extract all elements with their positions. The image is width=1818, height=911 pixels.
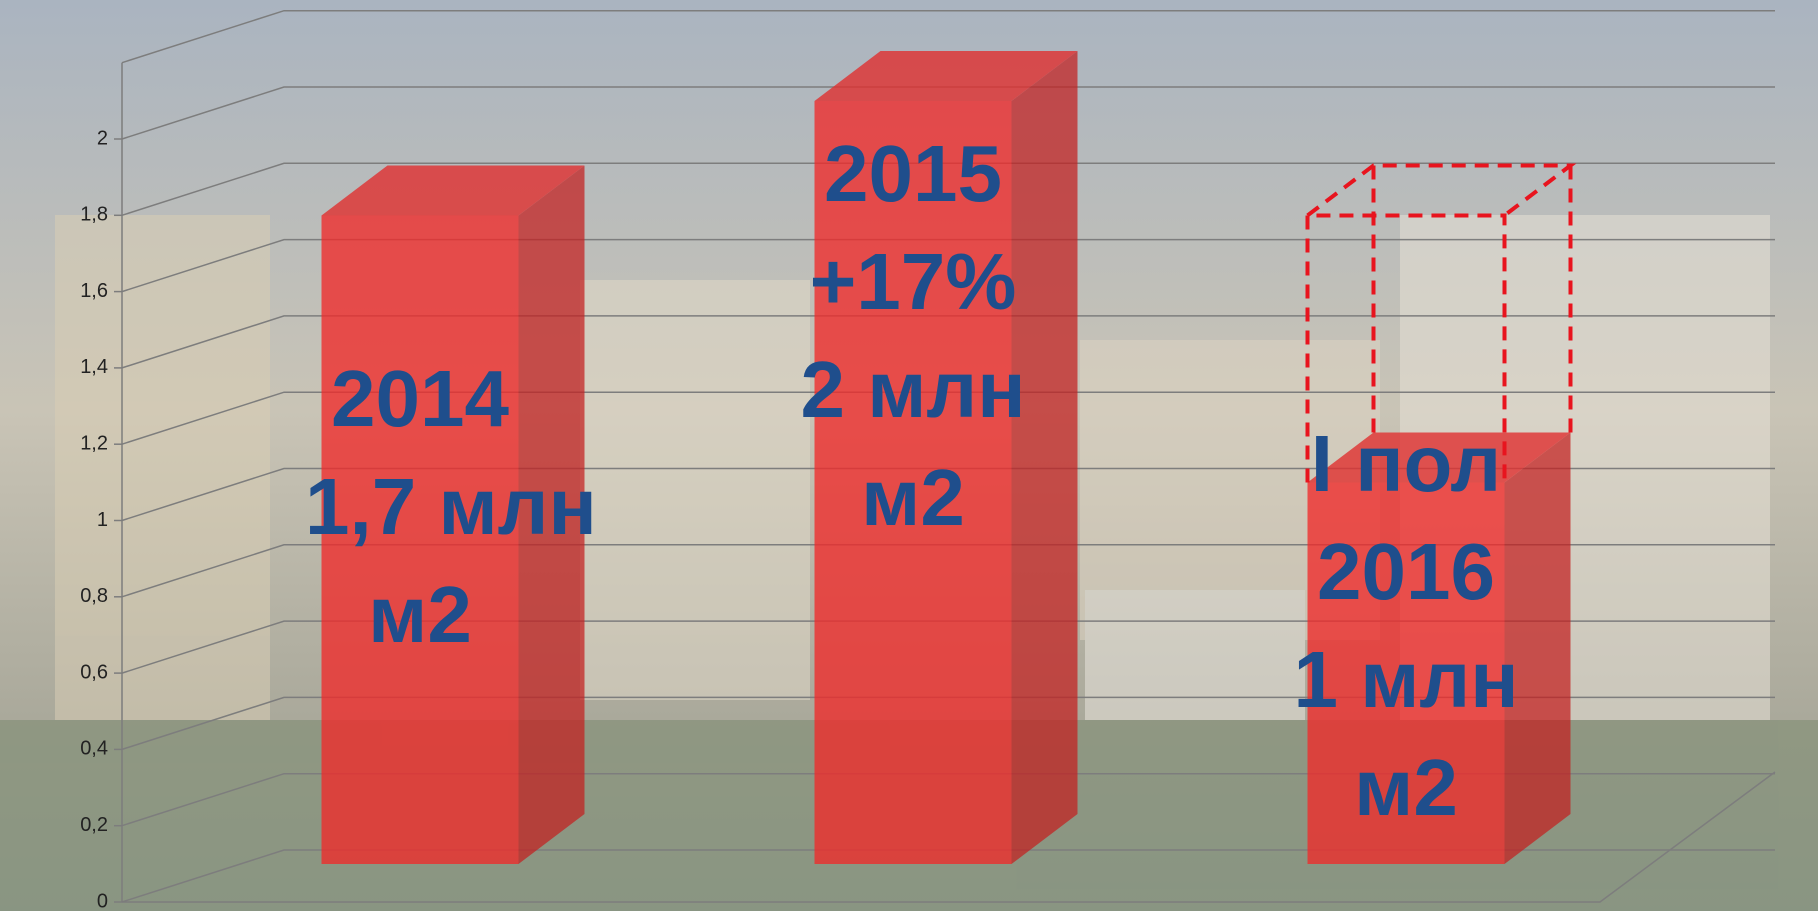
y-tick-label: 0,2 (80, 814, 108, 836)
y-tick-label: 1,2 (80, 432, 108, 454)
value-label: 2 млн (798, 336, 1028, 444)
chart-page: 00,20,40,60,811,21,41,61,82 20141,7 млнм… (0, 0, 1818, 911)
y-tick-label: 1 (97, 509, 108, 531)
y-tick-label: 0,6 (80, 661, 108, 683)
y-tick-label: 0 (97, 890, 108, 911)
category-label: 2014 (305, 345, 535, 453)
y-tick-label: 0,8 (80, 585, 108, 607)
unit-label: м2 (798, 444, 1028, 552)
y-tick-label: 1,6 (80, 280, 108, 302)
y-tick-label: 2 (97, 127, 108, 149)
y-tick-label: 1,8 (80, 204, 108, 226)
unit-label: м2 (305, 561, 535, 669)
category-label: 2015 (798, 120, 1028, 228)
y-tick-label: 0,4 (80, 738, 108, 760)
y-tick-label: 1,4 (80, 356, 108, 378)
unit-label: м2 (1291, 734, 1521, 842)
category-label: I пол 2016 (1291, 410, 1521, 626)
annotation: +17% (798, 228, 1028, 336)
value-label: 1 млн (1291, 626, 1521, 734)
value-label: 1,7 млн (305, 453, 535, 561)
